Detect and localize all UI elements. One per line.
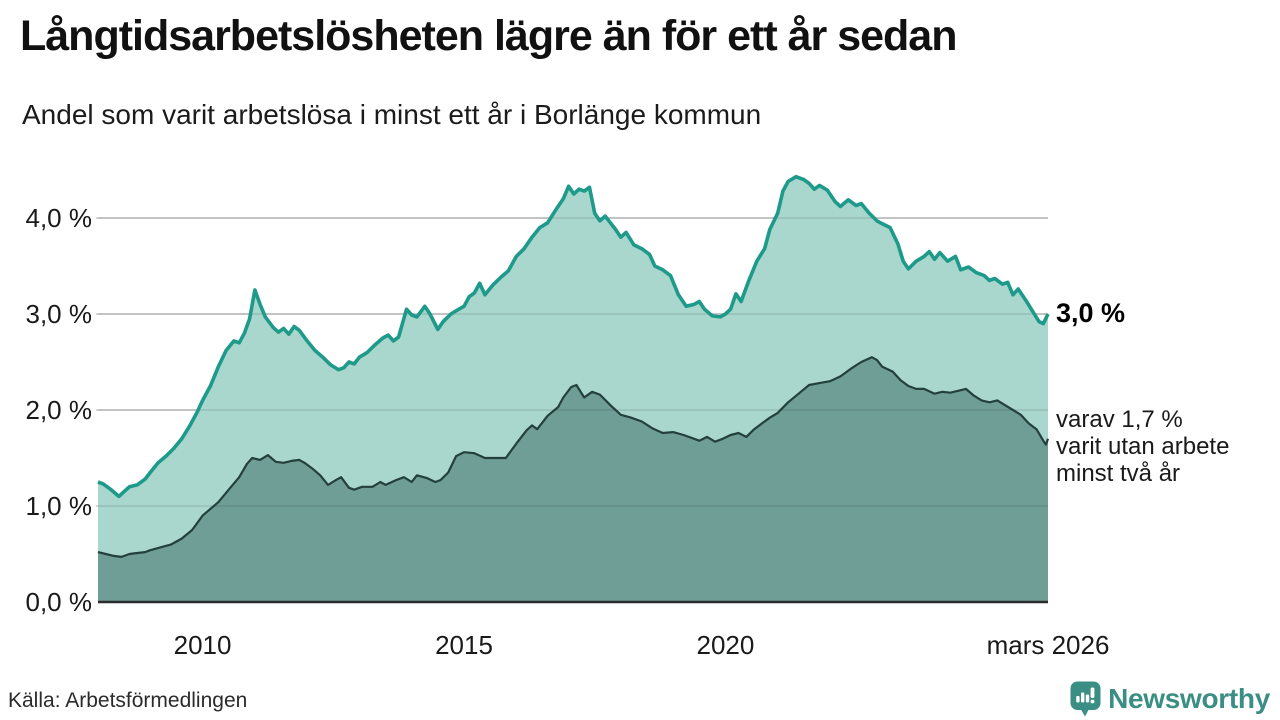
source-caption: Källa: Arbetsförmedlingen bbox=[8, 689, 248, 712]
y-axis-tick-label: 2,0 % bbox=[25, 395, 93, 425]
series2-annotation-line2: varit utan arbete bbox=[1056, 433, 1230, 460]
newsworthy-wordmark: Newsworthy bbox=[1108, 683, 1270, 714]
newsworthy-logo: Newsworthy bbox=[1070, 681, 1270, 717]
chart-title: Långtidsarbetslösheten lägre än för ett … bbox=[20, 12, 957, 60]
x-axis-tick-label: 2020 bbox=[696, 630, 755, 660]
x-axis-tick-label: mars 2026 bbox=[986, 630, 1110, 660]
speech-bubble-shape bbox=[1070, 681, 1101, 717]
series1-end-value-label: 3,0 % bbox=[1056, 298, 1126, 328]
series1-line bbox=[97, 174, 1050, 499]
y-axis-tick-label: 0,0 % bbox=[25, 587, 93, 617]
y-axis-tick-label: 1,0 % bbox=[25, 491, 93, 521]
chart-subtitle: Andel som varit arbetslösa i minst ett å… bbox=[22, 99, 762, 130]
series2-area bbox=[98, 357, 1048, 602]
x-axis-tick-label: 2015 bbox=[435, 630, 493, 660]
series2-line bbox=[97, 356, 1050, 558]
newsworthy-logo-icon bbox=[1070, 681, 1101, 717]
series2-annotation-line3: minst två år bbox=[1056, 460, 1181, 487]
bar-chart-glyph bbox=[1076, 687, 1095, 704]
x-axis-tick-label: 2010 bbox=[173, 630, 232, 660]
y-axis-tick-label: 3,0 % bbox=[25, 299, 93, 329]
y-axis-tick-label: 4,0 % bbox=[25, 203, 93, 233]
series2-annotation: varav 1,7 % varit utan arbete minst två … bbox=[1056, 406, 1229, 487]
series2-annotation-line1: varav 1,7 % bbox=[1056, 406, 1183, 433]
